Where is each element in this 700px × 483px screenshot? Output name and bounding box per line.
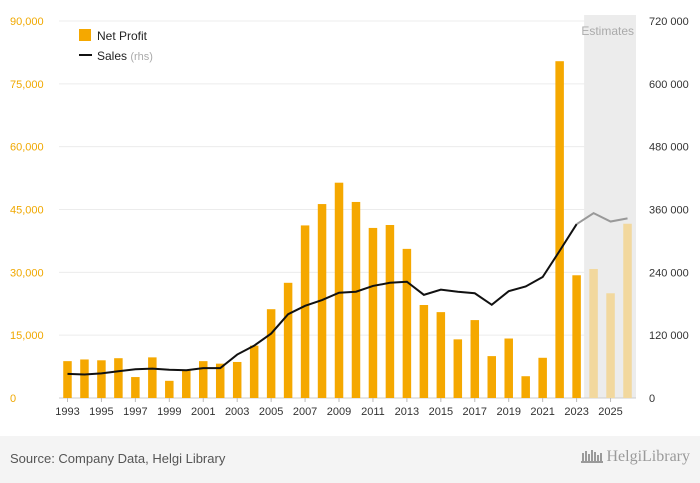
x-tick-label: 2025 bbox=[598, 406, 622, 418]
x-axis-ticks: 1993 1995 1997 1999 2001 2003 2005 2007 2009 2011… bbox=[55, 398, 623, 418]
bar-net-profit-2012 bbox=[385, 224, 395, 398]
bar-net-profit-2024 bbox=[589, 268, 598, 398]
bar-net-profit-2009 bbox=[334, 182, 344, 398]
x-tick-label: 2021 bbox=[530, 406, 554, 418]
left-tick-label: 45,000 bbox=[10, 205, 44, 217]
legend-swatch-net-profit bbox=[79, 29, 91, 41]
x-tick-label: 2009 bbox=[327, 406, 351, 418]
bar-net-profit-2015 bbox=[436, 312, 446, 398]
left-tick-label: 15,000 bbox=[10, 330, 44, 342]
sales-line bbox=[67, 212, 628, 376]
bar-net-profit-2011 bbox=[368, 227, 378, 398]
bar-net-profit-2010 bbox=[351, 201, 361, 398]
right-tick-label: 0 bbox=[649, 393, 655, 405]
library-icon bbox=[581, 450, 604, 463]
bar-net-profit-1995 bbox=[97, 360, 106, 398]
bar-net-profit-2022 bbox=[555, 61, 564, 399]
x-tick-label: 2011 bbox=[361, 406, 385, 418]
bar-net-profit-2013 bbox=[402, 248, 412, 398]
source-note: Source: Company Data, Helgi Library bbox=[10, 451, 226, 466]
bar-net-profit-2021 bbox=[538, 357, 547, 398]
x-tick-label: 2017 bbox=[463, 406, 487, 418]
legend-label-sales: Sales (rhs) bbox=[97, 49, 153, 63]
bar-net-profit-2005 bbox=[266, 309, 276, 398]
x-tick-label: 2023 bbox=[564, 406, 588, 418]
x-tick-label: 2001 bbox=[191, 406, 215, 418]
left-axis-ticks: 0 15,000 30,000 45,000 60,000 75,000 90,000 bbox=[10, 16, 44, 405]
x-tick-label: 2015 bbox=[429, 406, 453, 418]
helgi-library-logo: HelgiLibrary bbox=[581, 448, 690, 466]
right-tick-label: 360 000 bbox=[649, 205, 689, 217]
chart: Estimates 0 15,000 30,000 45,000 60,000 75,00… bbox=[10, 15, 689, 418]
bar-net-profit-2018 bbox=[487, 356, 496, 398]
bar-net-profit-2003 bbox=[232, 361, 242, 398]
legend: Net Profit Sales (rhs) bbox=[79, 29, 153, 63]
x-tick-label: 1995 bbox=[89, 406, 113, 418]
net-profit-bars bbox=[63, 61, 632, 399]
x-tick-label: 1993 bbox=[55, 406, 79, 418]
bar-net-profit-1999 bbox=[165, 380, 174, 398]
right-tick-label: 240 000 bbox=[649, 267, 689, 279]
bar-net-profit-2020 bbox=[521, 376, 530, 398]
x-tick-label: 2005 bbox=[259, 406, 283, 418]
bar-net-profit-2004 bbox=[249, 345, 259, 398]
left-tick-label: 60,000 bbox=[10, 142, 44, 154]
right-tick-label: 120 000 bbox=[649, 330, 689, 342]
right-axis-ticks: 0 120 000 240 000 360 000 480 000 600 000 720 … bbox=[649, 16, 689, 405]
gridlines bbox=[59, 20, 636, 399]
bar-net-profit-2014 bbox=[419, 305, 429, 398]
bar-net-profit-2007 bbox=[300, 225, 310, 398]
bar-net-profit-2000 bbox=[182, 370, 191, 398]
logo-text: HelgiLibrary bbox=[606, 448, 690, 465]
bar-net-profit-1996 bbox=[114, 358, 123, 398]
right-tick-label: 720 000 bbox=[649, 16, 689, 28]
bar-net-profit-2002 bbox=[215, 363, 225, 398]
bar-net-profit-2025 bbox=[606, 293, 615, 398]
bar-net-profit-2001 bbox=[199, 361, 208, 398]
x-tick-label: 2003 bbox=[225, 406, 249, 418]
x-tick-label: 2019 bbox=[496, 406, 520, 418]
estimates-label: Estimates bbox=[581, 24, 634, 38]
right-tick-label: 480 000 bbox=[649, 142, 689, 154]
bar-net-profit-1994 bbox=[80, 359, 89, 398]
left-tick-label: 0 bbox=[10, 393, 16, 405]
bar-net-profit-2017 bbox=[470, 320, 480, 398]
legend-label-sales-suffix: (rhs) bbox=[130, 51, 153, 63]
x-tick-label: 2007 bbox=[293, 406, 317, 418]
bar-net-profit-1993 bbox=[63, 361, 72, 398]
x-tick-label: 1999 bbox=[157, 406, 181, 418]
x-tick-label: 1997 bbox=[123, 406, 147, 418]
left-tick-label: 90,000 bbox=[10, 16, 44, 28]
legend-label-net-profit: Net Profit bbox=[97, 29, 148, 43]
right-tick-label: 600 000 bbox=[649, 79, 689, 91]
left-tick-label: 75,000 bbox=[10, 79, 44, 91]
left-tick-label: 30,000 bbox=[10, 267, 44, 279]
bar-net-profit-2016 bbox=[453, 339, 463, 398]
sales-line-actual bbox=[67, 223, 578, 376]
bar-net-profit-1997 bbox=[131, 377, 140, 398]
bar-net-profit-2023 bbox=[572, 275, 581, 398]
bar-net-profit-2019 bbox=[504, 338, 513, 398]
bar-net-profit-2006 bbox=[283, 282, 293, 398]
x-tick-label: 2013 bbox=[395, 406, 419, 418]
bar-net-profit-2026 bbox=[623, 223, 632, 398]
sales-line-estimates bbox=[576, 212, 628, 226]
bar-net-profit-1998 bbox=[148, 357, 157, 398]
